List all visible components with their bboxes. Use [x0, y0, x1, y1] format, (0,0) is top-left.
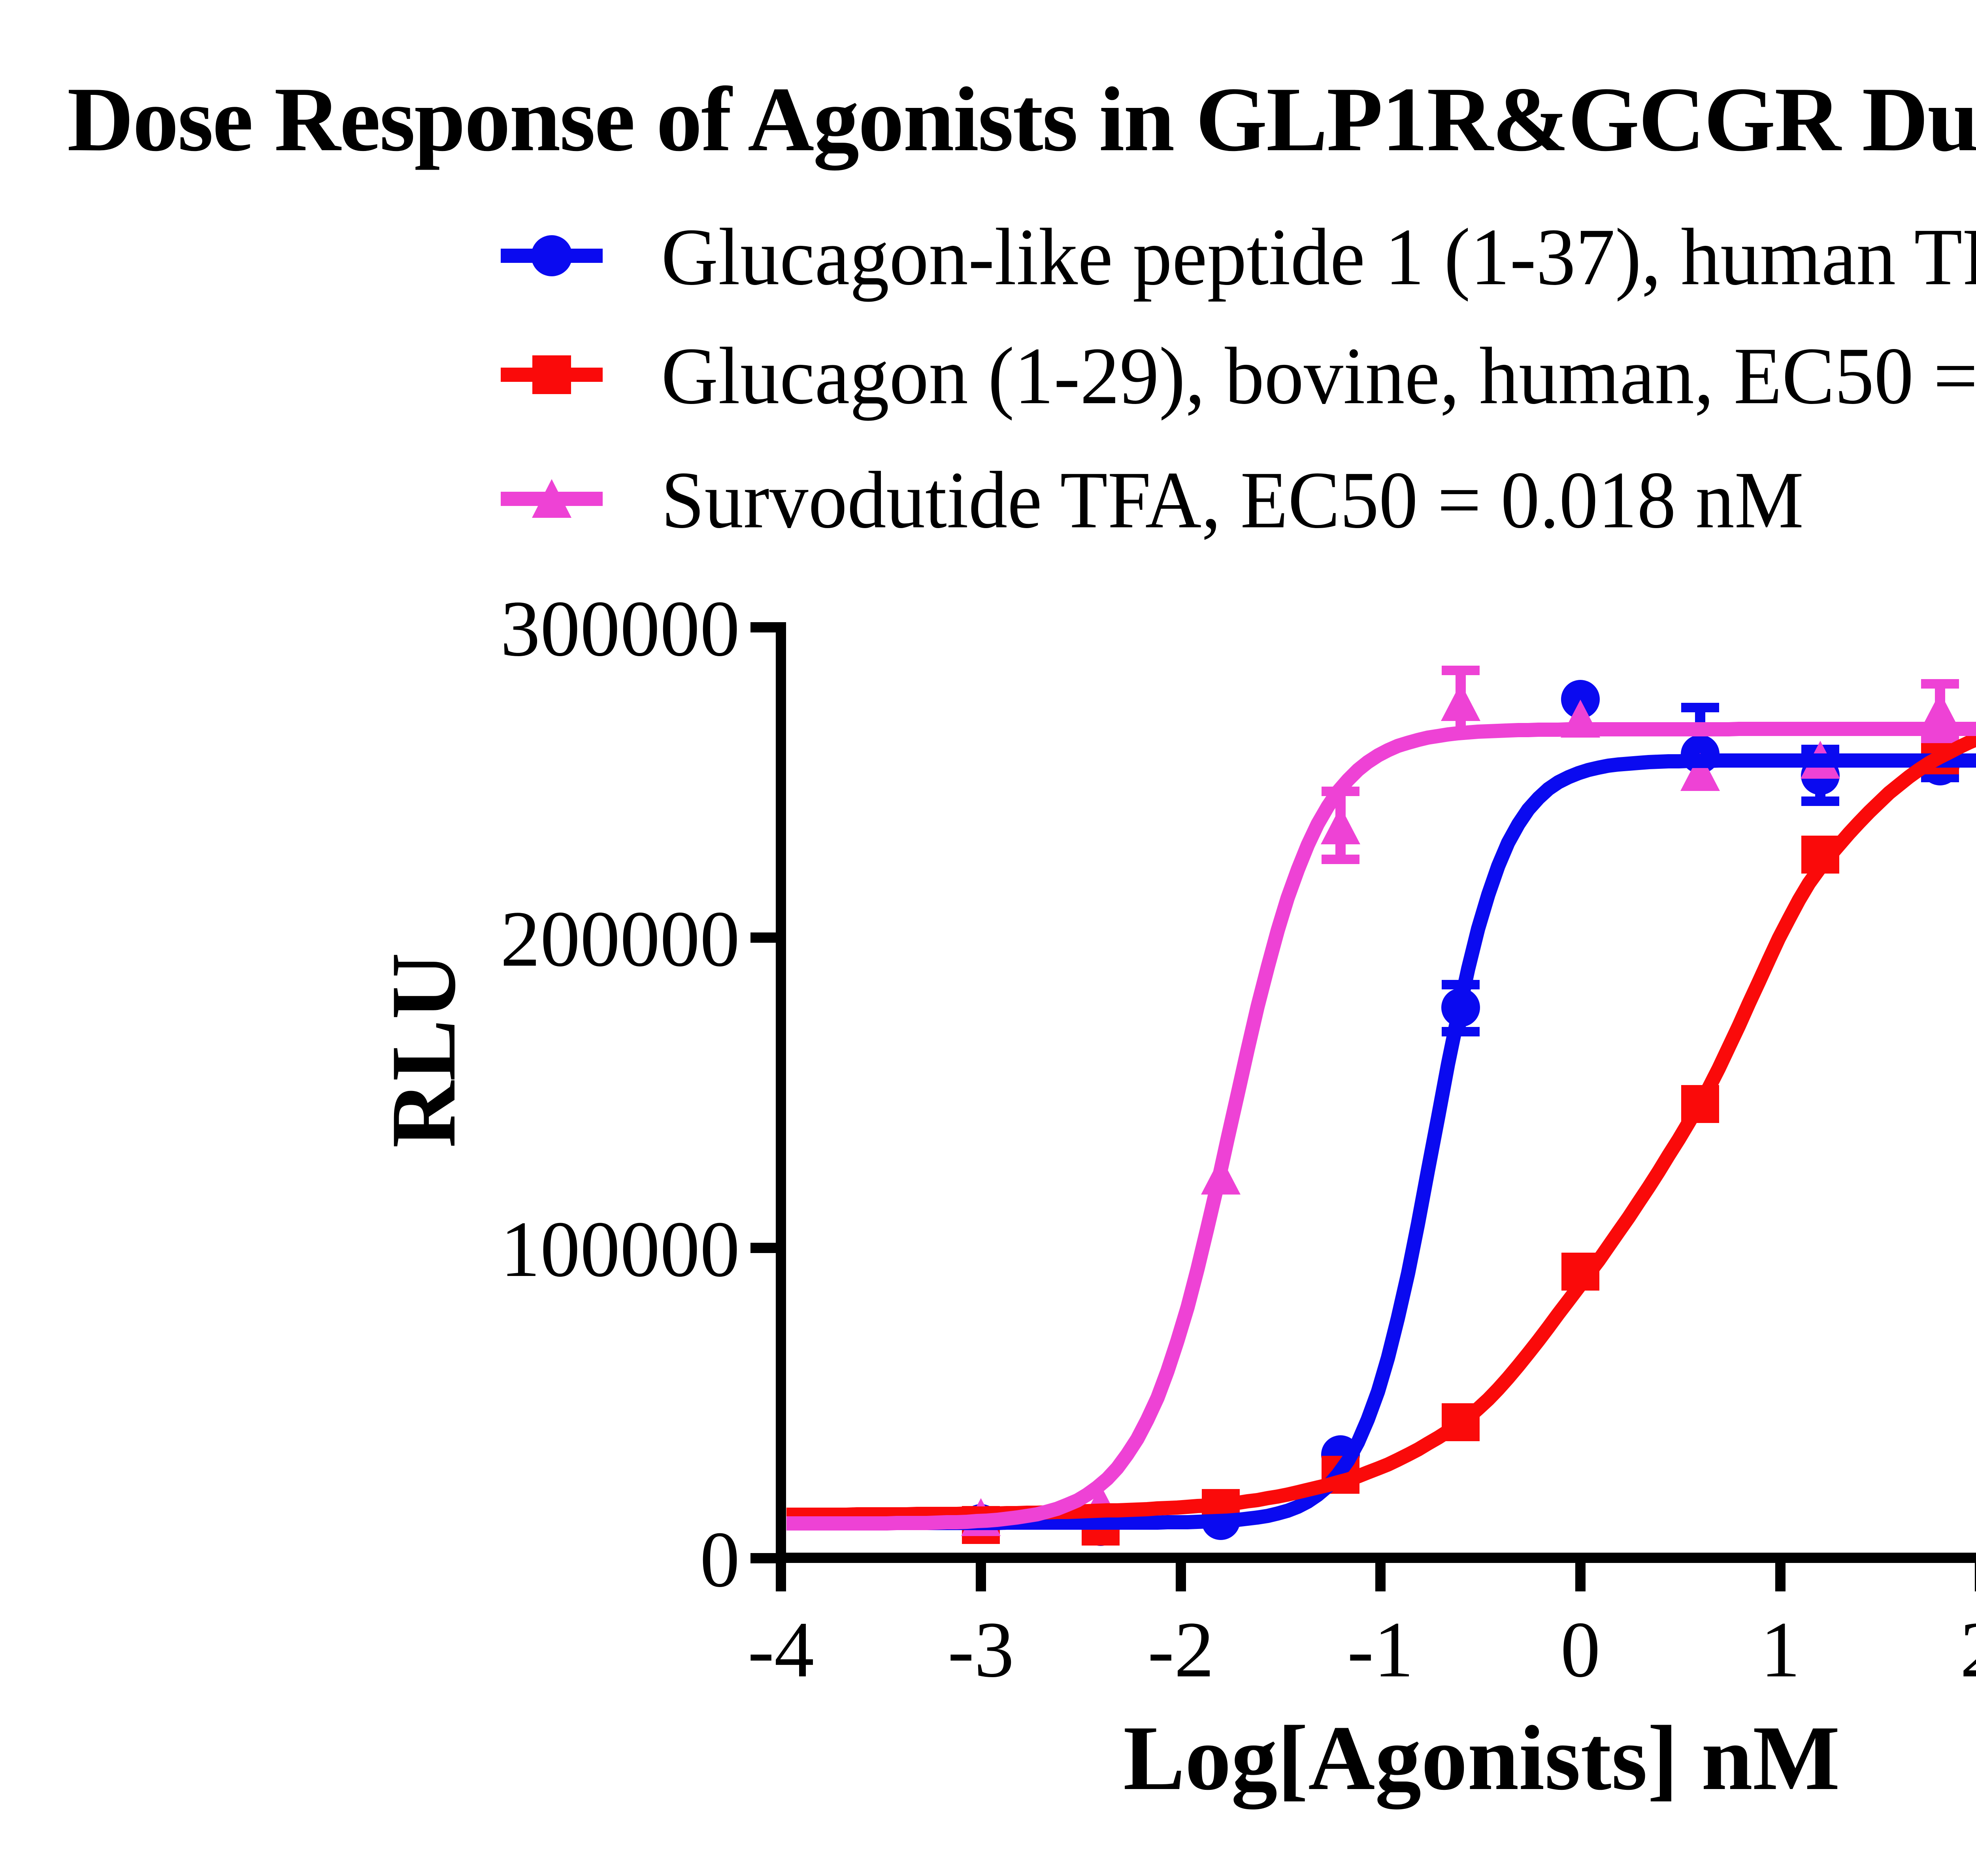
svg-text:Glucagon-like peptide 1 (1-37): Glucagon-like peptide 1 (1-37), human TF… — [661, 211, 1976, 302]
svg-text:1: 1 — [1761, 1605, 1801, 1694]
svg-text:0: 0 — [1561, 1605, 1601, 1694]
svg-text:Dose Response of Agonists in G: Dose Response of Agonists in GLP1R&GCGR … — [67, 62, 1976, 171]
svg-text:Log[Agonists] nM: Log[Agonists] nM — [1123, 1706, 1840, 1810]
svg-text:-3: -3 — [948, 1605, 1014, 1694]
svg-text:2: 2 — [1960, 1605, 1976, 1694]
svg-text:-4: -4 — [748, 1605, 814, 1694]
svg-text:0: 0 — [700, 1515, 740, 1604]
svg-text:-2: -2 — [1148, 1605, 1214, 1694]
svg-text:-1: -1 — [1347, 1605, 1414, 1694]
svg-text:RLU: RLU — [372, 953, 475, 1148]
svg-text:200000: 200000 — [500, 895, 740, 983]
svg-text:100000: 100000 — [500, 1205, 740, 1293]
svg-text:Glucagon (1-29), bovine, human: Glucagon (1-29), bovine, human, EC50 = 3… — [661, 330, 1976, 421]
svg-text:Survodutide TFA, EC50 = 0.018: Survodutide TFA, EC50 = 0.018 nM — [661, 455, 1804, 545]
svg-text:300000: 300000 — [500, 584, 740, 673]
